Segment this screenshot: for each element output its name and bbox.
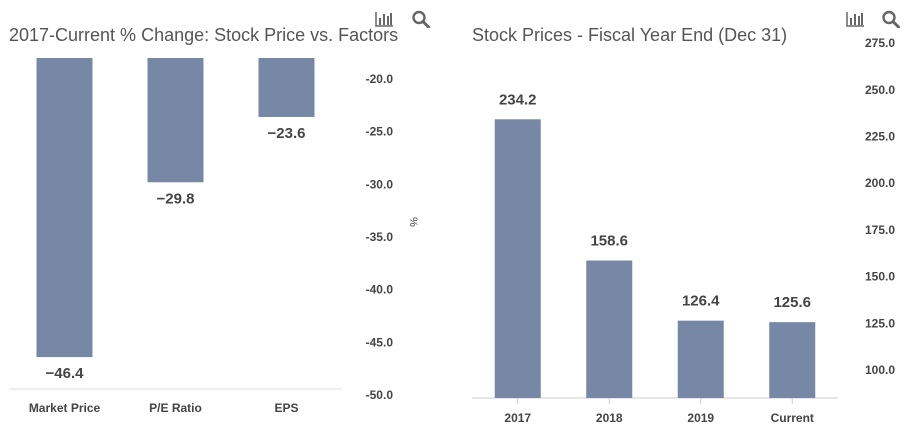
- search-icon[interactable]: [881, 10, 901, 28]
- data-label: −46.4: [46, 365, 85, 382]
- x-tick-label: 2017: [504, 411, 531, 425]
- y-tick-label: 200.0: [865, 176, 895, 190]
- bar: [769, 322, 816, 398]
- y-tick-label: 250.0: [865, 83, 895, 97]
- x-tick-label: Current: [771, 411, 814, 425]
- y-tick-label: 150.0: [865, 270, 895, 284]
- y-tick-label: 225.0: [865, 129, 895, 143]
- data-label: −23.6: [268, 125, 306, 142]
- data-label: −29.8: [157, 190, 195, 207]
- bar: [258, 58, 315, 117]
- y-tick-label: 175.0: [865, 223, 895, 237]
- percent-change-bar-chart: -20.0 -25.0 -30.0 -35.0 -40.0 -45.0 -50.0% −46.…: [9, 58, 419, 415]
- bar-chart-icon[interactable]: [845, 10, 865, 28]
- chart-panel-percent-change: 2017-Current % Change: Stock Price vs. F…: [0, 0, 450, 432]
- chart-panel-stock-prices: Stock Prices - Fiscal Year End (Dec 31) …: [460, 0, 910, 432]
- bar: [147, 58, 204, 183]
- bar-chart-icon[interactable]: [374, 10, 394, 28]
- y-tick-label: -50.0: [366, 388, 394, 402]
- data-label: 234.2: [499, 91, 537, 108]
- x-tick-label: P/E Ratio: [149, 401, 202, 415]
- bar: [494, 119, 541, 398]
- y-tick-label: 275.0: [865, 36, 895, 50]
- data-label: 158.6: [590, 233, 628, 250]
- y-tick-label: -40.0: [366, 283, 394, 297]
- data-label: 126.4: [682, 293, 720, 310]
- x-tick-label: 2019: [687, 411, 714, 425]
- y-tick-label: -25.0: [366, 125, 394, 139]
- data-label: 125.6: [773, 294, 811, 311]
- y-tick-label: -45.0: [366, 335, 394, 349]
- y-axis-label: %: [407, 217, 419, 227]
- bar: [586, 260, 633, 398]
- y-tick-label: -20.0: [366, 72, 394, 86]
- stock-prices-bar-chart: 275.0 250.0 225.0 200.0 175.0 150.0 125.0 100.0…: [472, 36, 895, 425]
- bar: [677, 320, 724, 398]
- y-tick-label: 100.0: [865, 363, 895, 377]
- bar: [36, 58, 93, 358]
- y-tick-label: -30.0: [366, 177, 394, 191]
- x-tick-label: EPS: [274, 401, 298, 415]
- chart-title: Stock Prices - Fiscal Year End (Dec 31): [472, 25, 788, 45]
- y-tick-label: -35.0: [366, 230, 394, 244]
- chart-title: 2017-Current % Change: Stock Price vs. F…: [9, 25, 399, 45]
- y-tick-label: 125.0: [865, 316, 895, 330]
- x-tick-label: Market Price: [29, 401, 101, 415]
- x-tick-label: 2018: [596, 411, 623, 425]
- search-icon[interactable]: [411, 10, 431, 28]
